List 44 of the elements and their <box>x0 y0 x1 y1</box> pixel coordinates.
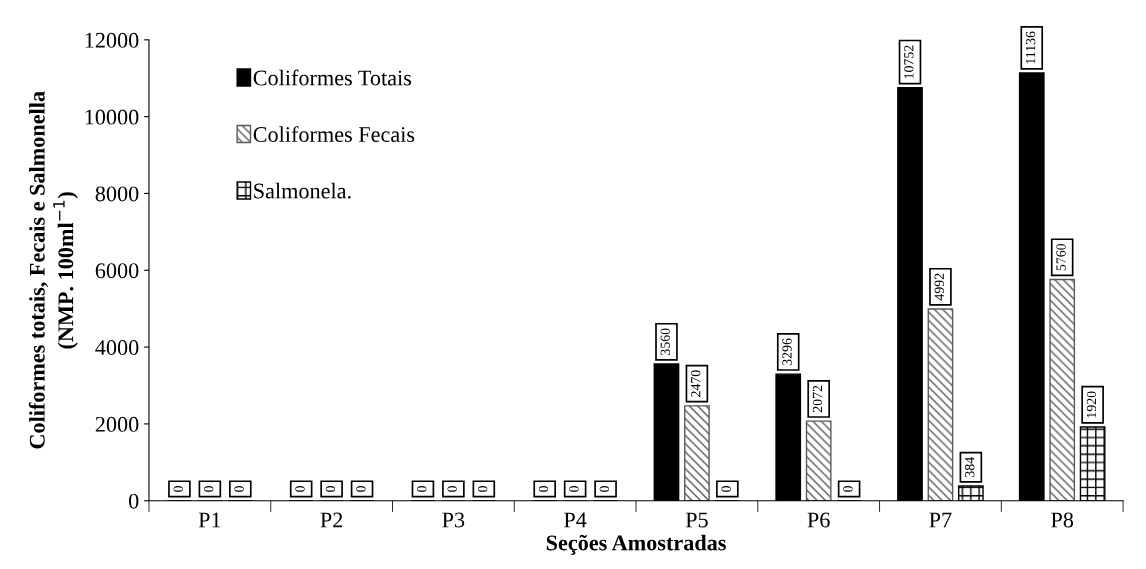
data-label: 2072 <box>812 385 823 413</box>
x-tick-label: P8 <box>1051 512 1074 528</box>
x-tick-label: P4 <box>564 512 587 528</box>
y-tick-label: 8000 <box>95 186 139 202</box>
legend-label: Coliformes Totais <box>253 69 412 86</box>
y-tick-label: 0 <box>128 493 139 509</box>
x-tick-label: P5 <box>685 512 708 528</box>
x-tick-label: P1 <box>198 512 221 528</box>
y-tick-label: 10000 <box>85 109 139 125</box>
data-label: 0 <box>203 485 214 492</box>
legend-label: Salmonela. <box>254 182 351 199</box>
y-tick-label: 2000 <box>95 416 139 432</box>
x-tick-label: P6 <box>807 512 830 528</box>
x-tick-label: P3 <box>442 512 465 528</box>
data-label: 0 <box>843 485 853 492</box>
data-label: 0 <box>295 485 305 492</box>
data-label: 0 <box>417 485 427 492</box>
x-axis-title: Seções Amostradas <box>546 534 726 555</box>
data-label: 0 <box>234 485 244 492</box>
data-label: 11136 <box>1025 31 1036 64</box>
data-label: 0 <box>477 485 488 492</box>
data-label: 1920 <box>1086 391 1097 418</box>
data-label: 3296 <box>782 338 792 366</box>
data-label: 3560 <box>660 328 670 355</box>
data-label: 0 <box>569 485 579 492</box>
y-axis-title: Coliformes totais, Fecais e Salmonella (NMP. 100ml$^{−1}$) <box>28 91 78 449</box>
data-label: 4992 <box>934 273 944 301</box>
x-tick-label: P2 <box>320 512 343 528</box>
data-label: 0 <box>325 485 336 492</box>
x-tick-label: P7 <box>929 512 952 528</box>
data-label: 0 <box>173 485 183 492</box>
data-label: 10752 <box>904 45 914 79</box>
data-label: 0 <box>356 485 366 492</box>
data-label: 2470 <box>691 370 701 397</box>
data-label: 384 <box>964 457 975 477</box>
data-label: 0 <box>599 485 610 492</box>
legend-label: Coliformes Fecais <box>253 126 415 142</box>
y-tick-label: 12000 <box>85 32 139 48</box>
data-label: 5760 <box>1056 243 1066 271</box>
data-label: 0 <box>721 485 731 492</box>
y-tick-label: 4000 <box>95 340 139 356</box>
data-label: 0 <box>538 485 549 492</box>
data-label: 0 <box>447 485 457 492</box>
y-tick-label: 6000 <box>95 263 139 279</box>
